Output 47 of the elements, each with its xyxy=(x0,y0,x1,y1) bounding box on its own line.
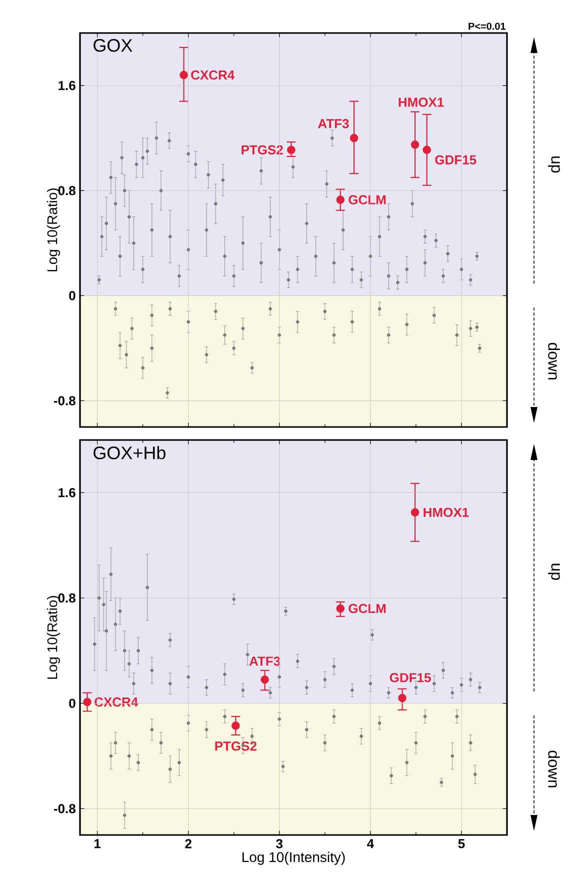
annotation: PTGS2 xyxy=(242,145,283,154)
chart-title: GOX+Hb xyxy=(94,446,166,460)
y-tick-label: 0 xyxy=(69,291,76,300)
point xyxy=(83,698,92,706)
band-label: up xyxy=(548,564,560,580)
point xyxy=(350,134,358,142)
point xyxy=(398,694,406,702)
y-tick-label: 1.6 xyxy=(58,488,76,498)
annotation: HMOX1 xyxy=(398,98,444,107)
text: P<=0.01 xyxy=(468,22,506,30)
chart-title: GOX xyxy=(94,39,132,52)
point xyxy=(410,508,420,517)
annotation: CXCR4 xyxy=(94,697,138,707)
x-tick-label: 2 xyxy=(185,839,192,848)
point xyxy=(260,675,269,684)
x-tick-label: 5 xyxy=(458,839,465,848)
x-axis-title: Log 10(Intensity) xyxy=(242,852,345,865)
point xyxy=(410,140,420,149)
y-tick-label: 0 xyxy=(69,698,76,708)
point xyxy=(336,604,345,613)
y-tick-label: 0.8 xyxy=(58,593,76,603)
annotation: HMOX1 xyxy=(424,508,469,518)
annotation: PTGS2 xyxy=(215,742,256,751)
y-tick-label: 0.8 xyxy=(58,186,76,196)
annotation: GCLM xyxy=(348,195,386,204)
band-label: down xyxy=(548,750,560,788)
point xyxy=(180,70,188,80)
y-axis-title: Log 10(Ratio) xyxy=(46,596,60,679)
annotation: ATF3 xyxy=(249,656,280,666)
point xyxy=(422,146,432,154)
annotation: ATF3 xyxy=(318,119,349,128)
annotation: CXCR4 xyxy=(191,70,235,80)
annotation: GDF15 xyxy=(390,673,431,682)
y-tick-label: 1.6 xyxy=(58,80,76,90)
band-label: up xyxy=(548,156,560,173)
point xyxy=(232,722,240,730)
point xyxy=(336,196,345,204)
point xyxy=(287,146,296,154)
y-tick-label: -0.8 xyxy=(54,396,76,406)
annotation: GDF15 xyxy=(435,155,476,164)
y-axis-title: Log 10(Ratio) xyxy=(46,188,60,272)
x-tick-label: 1 xyxy=(94,839,101,848)
band-label: down xyxy=(548,342,560,380)
x-tick-label: 3 xyxy=(276,839,283,848)
x-tick-label: 4 xyxy=(367,839,374,848)
y-tick-label: -0.8 xyxy=(54,804,76,814)
annotation: GCLM xyxy=(348,604,386,614)
